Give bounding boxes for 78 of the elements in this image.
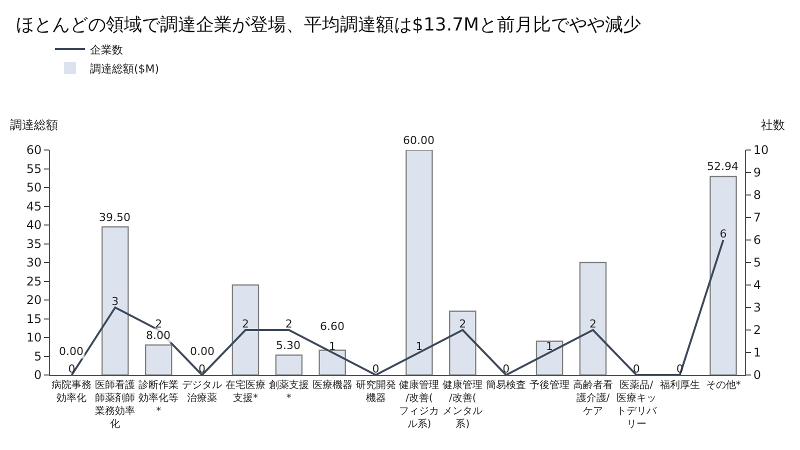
data-label: 8.00 (146, 329, 170, 342)
x-tick-label: 予後管理 (530, 379, 570, 391)
y-tick-label: 45 (26, 199, 42, 214)
data-label: 1 (546, 340, 554, 353)
data-label: 2 (589, 317, 596, 330)
y-tick-label: 40 (26, 218, 42, 232)
y-tick-label: 15 (26, 312, 42, 326)
x-tick-label: 医療機器 (312, 379, 352, 391)
data-label: 0 (632, 362, 640, 376)
data-label: 5.30 (276, 339, 300, 352)
data-label: 2 (459, 317, 466, 330)
data-label: 60.00 (403, 134, 434, 147)
y2-tick-label: 10 (753, 143, 769, 158)
x-tick-label: 創薬支援* (268, 379, 309, 404)
data-label: 52.94 (707, 160, 738, 173)
data-label: 0 (68, 362, 76, 376)
data-label: 0.00 (59, 345, 84, 358)
x-tick-label: 病院事務効率化 (52, 379, 92, 404)
x-tick-label: 簡易検査 (486, 379, 526, 391)
bar (275, 354, 303, 375)
y-tick-label: 20 (26, 293, 42, 308)
y2-tick-label: 3 (753, 300, 762, 315)
data-label: 6.60 (320, 320, 344, 333)
data-label: 0.00 (190, 345, 214, 358)
bar (144, 344, 172, 375)
x-tick-label: 健康管理/改善(メンタル系) (442, 379, 483, 430)
y2-tick-label: 4 (753, 278, 762, 292)
data-label: 1 (416, 340, 423, 353)
data-label: 2 (242, 317, 249, 330)
x-tick-label: 研究開発機器 (356, 379, 396, 404)
y2-tick-label: 1 (753, 346, 762, 360)
y-tick-label: 30 (26, 256, 42, 270)
bar (710, 176, 737, 375)
x-tick-label: デジタル治療薬 (182, 380, 222, 404)
y-tick-label: 5 (34, 349, 42, 364)
legend-label: 調達総額($M) (90, 62, 160, 76)
x-tick-label: 健康管理/改善(フィジカル系) (399, 379, 440, 430)
y2-tick-label: 5 (753, 256, 762, 270)
legend-label: 企業数 (90, 43, 123, 56)
data-label: 1 (328, 340, 336, 353)
y-tick-label: 10 (26, 330, 42, 345)
y2-tick-label: 0 (753, 368, 762, 382)
x-tick-label: 在宅医療支援* (225, 379, 266, 404)
data-label: 0 (502, 362, 510, 376)
bar (318, 350, 346, 375)
bar (232, 284, 260, 375)
y2-tick-label: 8 (753, 188, 762, 202)
y2-axis-title: 社数 (761, 118, 785, 132)
data-label: 2 (155, 317, 162, 330)
x-tick-label: 診断作業効率化等* (138, 379, 179, 417)
y-tick-label: 35 (26, 236, 42, 251)
y-tick-label: 60 (26, 143, 42, 158)
data-label: 2 (285, 317, 292, 330)
x-tick-label: その他* (706, 379, 741, 391)
y-tick-label: 25 (26, 274, 42, 288)
y-tick-label: 55 (26, 162, 42, 176)
y2-tick-label: 9 (753, 166, 762, 180)
x-tick-label: 福利厚生 (660, 379, 700, 391)
chart-title: ほとんどの領域で調達企業が登場、平均調達額は$13.7Mと前月比でやや減少 (16, 14, 642, 36)
data-label: 0 (372, 362, 380, 376)
data-label: 3 (112, 294, 119, 308)
data-label: 6 (720, 227, 727, 240)
y2-tick-label: 2 (753, 323, 762, 338)
data-label: 39.50 (99, 211, 130, 224)
y2-tick-label: 6 (753, 233, 762, 248)
x-tick-label: 医師看護師薬剤師業務効率化 (95, 379, 136, 430)
bar (449, 310, 476, 375)
bar (102, 226, 129, 375)
bar (536, 340, 564, 375)
y-tick-label: 50 (26, 180, 42, 195)
x-tick-label: 医薬品/医療キットデリバリー (616, 379, 658, 430)
x-tick-label: 高齢者看護介護/ケア (572, 379, 613, 417)
bar (406, 150, 433, 375)
bar (579, 262, 607, 375)
y-axis-title: 調達総額 (10, 118, 58, 132)
y2-tick-label: 7 (753, 210, 762, 225)
y-tick-label: 0 (34, 368, 42, 382)
data-label: 0 (198, 362, 206, 376)
